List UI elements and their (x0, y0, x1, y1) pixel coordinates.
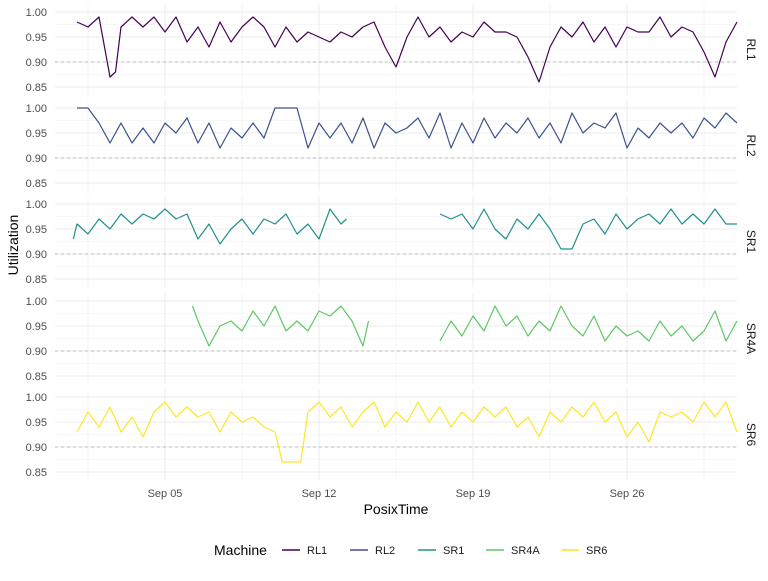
y-tick-label: 1.00 (26, 199, 47, 211)
y-tick-label: 0.85 (26, 178, 47, 190)
y-tick-label: 0.90 (26, 442, 47, 454)
y-tick-label: 0.95 (26, 224, 47, 236)
series-line-sr1 (72, 208, 347, 245)
legend-label-rl1: RL1 (307, 545, 327, 557)
y-tick-label: 0.95 (26, 417, 47, 429)
facet-label-sr4a: SR4A (744, 323, 758, 354)
x-tick-label: Sep 19 (456, 488, 491, 500)
y-tick-label: 0.95 (26, 32, 47, 44)
series-line-rl2 (77, 107, 738, 149)
facet-label-sr6: SR6 (744, 423, 758, 447)
legend-label-rl2: RL2 (375, 545, 395, 557)
series-line-sr6 (76, 401, 738, 463)
y-tick-label: 1.00 (26, 296, 47, 308)
y-axis-title: Utilization (5, 215, 21, 276)
x-tick-label: Sep 26 (610, 488, 645, 500)
series-line-rl1 (76, 16, 738, 83)
series-line-sr4a (191, 305, 370, 347)
facet-label-sr1: SR1 (744, 230, 758, 254)
y-tick-label: 0.90 (26, 346, 47, 358)
series-line-sr1 (439, 208, 737, 250)
y-tick-label: 0.85 (26, 82, 47, 94)
legend-title: Machine (214, 542, 267, 558)
x-axis-title: PosixTime (364, 501, 429, 517)
y-tick-label: 0.90 (26, 249, 47, 261)
legend-label-sr4a: SR4A (511, 545, 540, 557)
legend-label-sr6: SR6 (586, 545, 607, 557)
y-tick-label: 1.00 (26, 7, 47, 19)
y-tick-label: 0.85 (26, 274, 47, 286)
series-line-sr4a (439, 305, 738, 342)
y-tick-label: 0.95 (26, 128, 47, 140)
y-tick-label: 0.90 (26, 57, 47, 69)
y-tick-label: 0.85 (26, 467, 47, 479)
legend-label-sr1: SR1 (443, 545, 464, 557)
y-tick-label: 1.00 (26, 392, 47, 404)
x-tick-label: Sep 05 (148, 488, 183, 500)
y-tick-label: 0.90 (26, 153, 47, 165)
y-tick-label: 1.00 (26, 103, 47, 115)
x-tick-label: Sep 12 (302, 488, 337, 500)
y-tick-label: 0.95 (26, 321, 47, 333)
facet-label-rl2: RL2 (744, 134, 758, 156)
facet-label-rl1: RL1 (744, 38, 758, 60)
y-tick-label: 0.85 (26, 371, 47, 383)
